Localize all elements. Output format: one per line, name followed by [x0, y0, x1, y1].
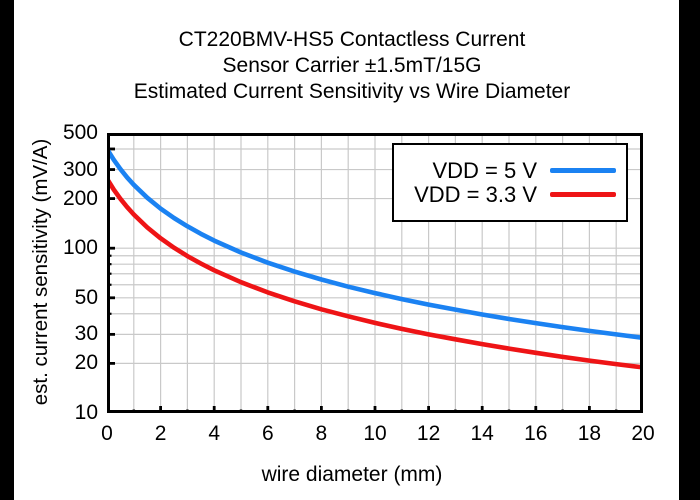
y-tick-label-30: 30 — [74, 322, 98, 346]
y-tick-label-20: 20 — [74, 351, 98, 375]
x-tick-label-8: 8 — [315, 422, 328, 445]
right-border-band — [679, 0, 700, 500]
y-tick-label-200: 200 — [62, 186, 98, 210]
legend-label-vdd5: VDD = 5 V — [432, 157, 537, 183]
x-tick-label-10: 10 — [363, 422, 387, 445]
x-axis-title: wire diameter (mm) — [261, 463, 443, 486]
y-tick-label-10: 10 — [74, 401, 98, 424]
legend-swatch-vdd33-line — [550, 192, 616, 197]
x-tick-label-20: 20 — [631, 422, 655, 445]
x-tick-label-0: 0 — [101, 422, 113, 445]
x-tick-label-6: 6 — [261, 422, 274, 445]
y-tick-label-100: 100 — [62, 236, 98, 260]
legend-swatch-vdd5-line — [550, 168, 616, 173]
y-tick-label-500: 500 — [62, 121, 98, 144]
x-tick-label-12: 12 — [416, 422, 441, 445]
legend: VDD = 5 V VDD = 3.3 V — [392, 143, 628, 222]
x-tick-label-2: 2 — [154, 422, 167, 445]
left-border-band — [0, 0, 14, 500]
x-tick-label-4: 4 — [208, 422, 221, 445]
x-tick-label-16: 16 — [524, 422, 548, 445]
x-tick-label-18: 18 — [577, 422, 602, 445]
x-tick-label-14: 14 — [470, 422, 494, 445]
chart-title-line-3: Estimated Current Sensitivity vs Wire Di… — [133, 80, 571, 103]
legend-label-vdd33: VDD = 3.3 V — [414, 181, 537, 207]
chart-title-line-1: CT220BMV-HS5 Contactless Current — [178, 28, 526, 51]
chart-title-line-2: Sensor Carrier ±1.5mT/15G — [222, 54, 482, 77]
y-tick-label-300: 300 — [62, 157, 98, 181]
legend-row-vdd33: VDD = 3.3 V — [394, 181, 616, 207]
y-tick-label-50: 50 — [74, 285, 98, 309]
chart-title: CT220BMV-HS5 Contactless Current Sensor … — [14, 27, 690, 105]
legend-row-vdd5: VDD = 5 V — [394, 157, 616, 183]
